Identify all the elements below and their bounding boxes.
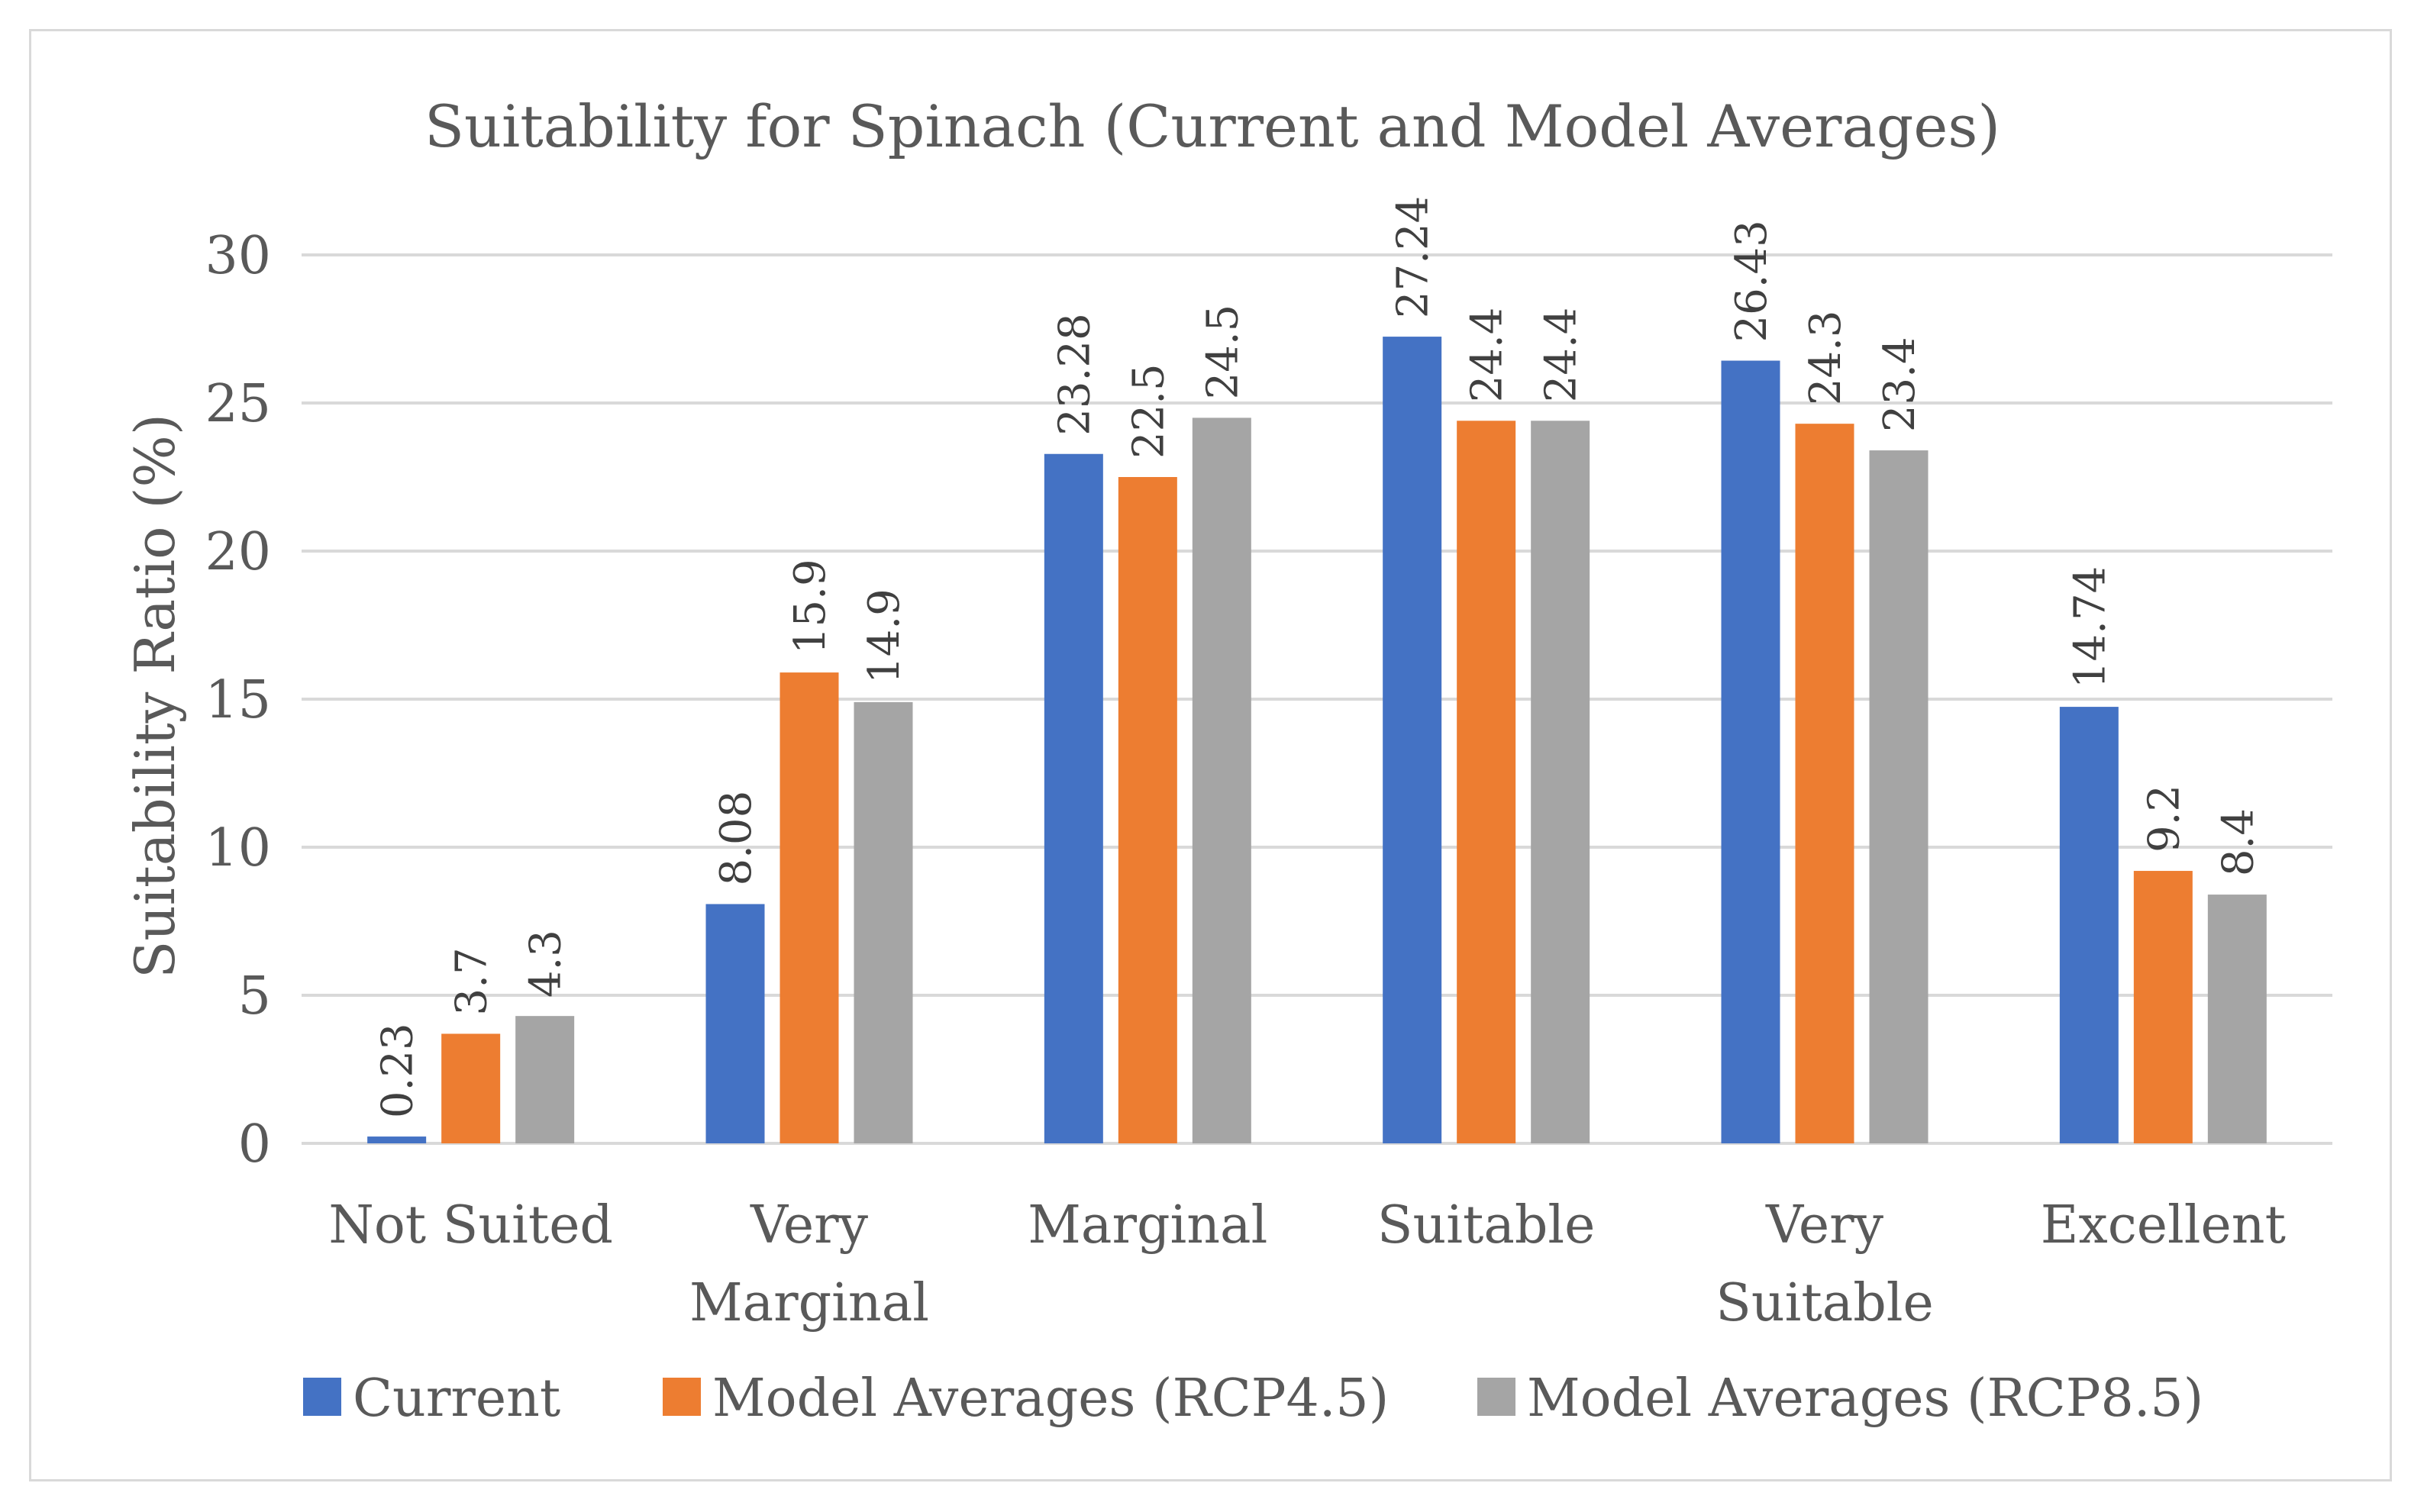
data-label: 8.08	[712, 791, 761, 886]
data-label: 24.5	[1198, 305, 1248, 400]
bar	[1118, 477, 1177, 1143]
y-axis-label: Suitability Ratio (%)	[123, 414, 187, 978]
bar	[779, 672, 839, 1143]
chart-title: Suitability for Spinach (Current and Mod…	[424, 92, 2000, 160]
data-labels: 0.23 3.7 4.3 8.08 15.9 14.9 23.28 22.5 24.5 27.24…	[373, 196, 2264, 1118]
bar	[1721, 360, 1780, 1143]
y-axis-ticks: 0 5 10 15 20 25 30	[205, 226, 271, 1175]
bars	[367, 337, 2267, 1143]
gridlines	[302, 253, 2332, 1145]
x-tick-label: Excellent	[2041, 1195, 2286, 1256]
legend-label: Model Averages (RCP4.5)	[712, 1369, 1389, 1429]
data-label: 3.7	[447, 947, 497, 1015]
y-tick-label: 10	[205, 818, 271, 879]
y-tick-label: 0	[238, 1114, 271, 1175]
bar	[1457, 421, 1516, 1143]
x-tick-label: Suitable	[1377, 1195, 1596, 1256]
y-tick-label: 5	[238, 966, 271, 1027]
x-tick-label: Marginal	[1028, 1195, 1267, 1256]
data-label: 24.4	[1463, 308, 1512, 403]
data-label: 8.4	[2213, 808, 2263, 876]
data-label: 23.28	[1050, 313, 1099, 435]
bar	[2059, 707, 2119, 1143]
data-label: 24.3	[1801, 310, 1851, 405]
x-axis-categories: Not Suited Very Marginal Marginal Suitable Ve…	[328, 1195, 2286, 1333]
legend-swatch	[303, 1378, 341, 1416]
data-label: 26.43	[1727, 220, 1777, 342]
x-tick-label: Not Suited	[328, 1195, 613, 1256]
x-tick-label: Very	[1765, 1195, 1884, 1256]
data-label: 0.23	[373, 1023, 423, 1118]
bar	[1869, 450, 1929, 1143]
y-tick-label: 30	[205, 226, 271, 286]
bar	[515, 1016, 575, 1143]
data-label: 24.4	[1537, 308, 1586, 403]
bar	[705, 904, 765, 1143]
legend-label: Model Averages (RCP8.5)	[1527, 1369, 2203, 1429]
x-tick-label: Marginal	[689, 1273, 929, 1333]
legend: Current Model Averages (RCP4.5) Model Aver…	[303, 1369, 2203, 1429]
bar	[367, 1136, 427, 1143]
x-tick-label: Suitable	[1716, 1273, 1934, 1333]
data-label: 14.9	[860, 588, 909, 684]
bar	[854, 701, 913, 1143]
bar	[1192, 417, 1251, 1143]
y-tick-label: 20	[205, 522, 271, 582]
bar	[1795, 424, 1854, 1143]
bar	[1531, 421, 1590, 1143]
legend-label: Current	[353, 1369, 560, 1429]
data-label: 4.3	[521, 930, 571, 998]
data-label: 27.24	[1389, 196, 1438, 318]
x-tick-label: Very	[750, 1195, 869, 1256]
data-label: 15.9	[786, 559, 835, 654]
data-label: 22.5	[1124, 363, 1173, 459]
bar	[1044, 453, 1103, 1143]
y-tick-label: 15	[205, 670, 271, 730]
bar	[1383, 337, 1442, 1143]
data-label: 14.74	[2065, 566, 2115, 688]
data-label: 9.2	[2139, 785, 2189, 853]
y-tick-label: 25	[205, 374, 271, 434]
bar	[2133, 871, 2193, 1143]
legend-swatch	[1477, 1378, 1515, 1416]
bar	[441, 1033, 501, 1143]
data-label: 23.4	[1875, 337, 1925, 432]
legend-swatch	[663, 1378, 701, 1416]
bar	[2207, 895, 2267, 1143]
